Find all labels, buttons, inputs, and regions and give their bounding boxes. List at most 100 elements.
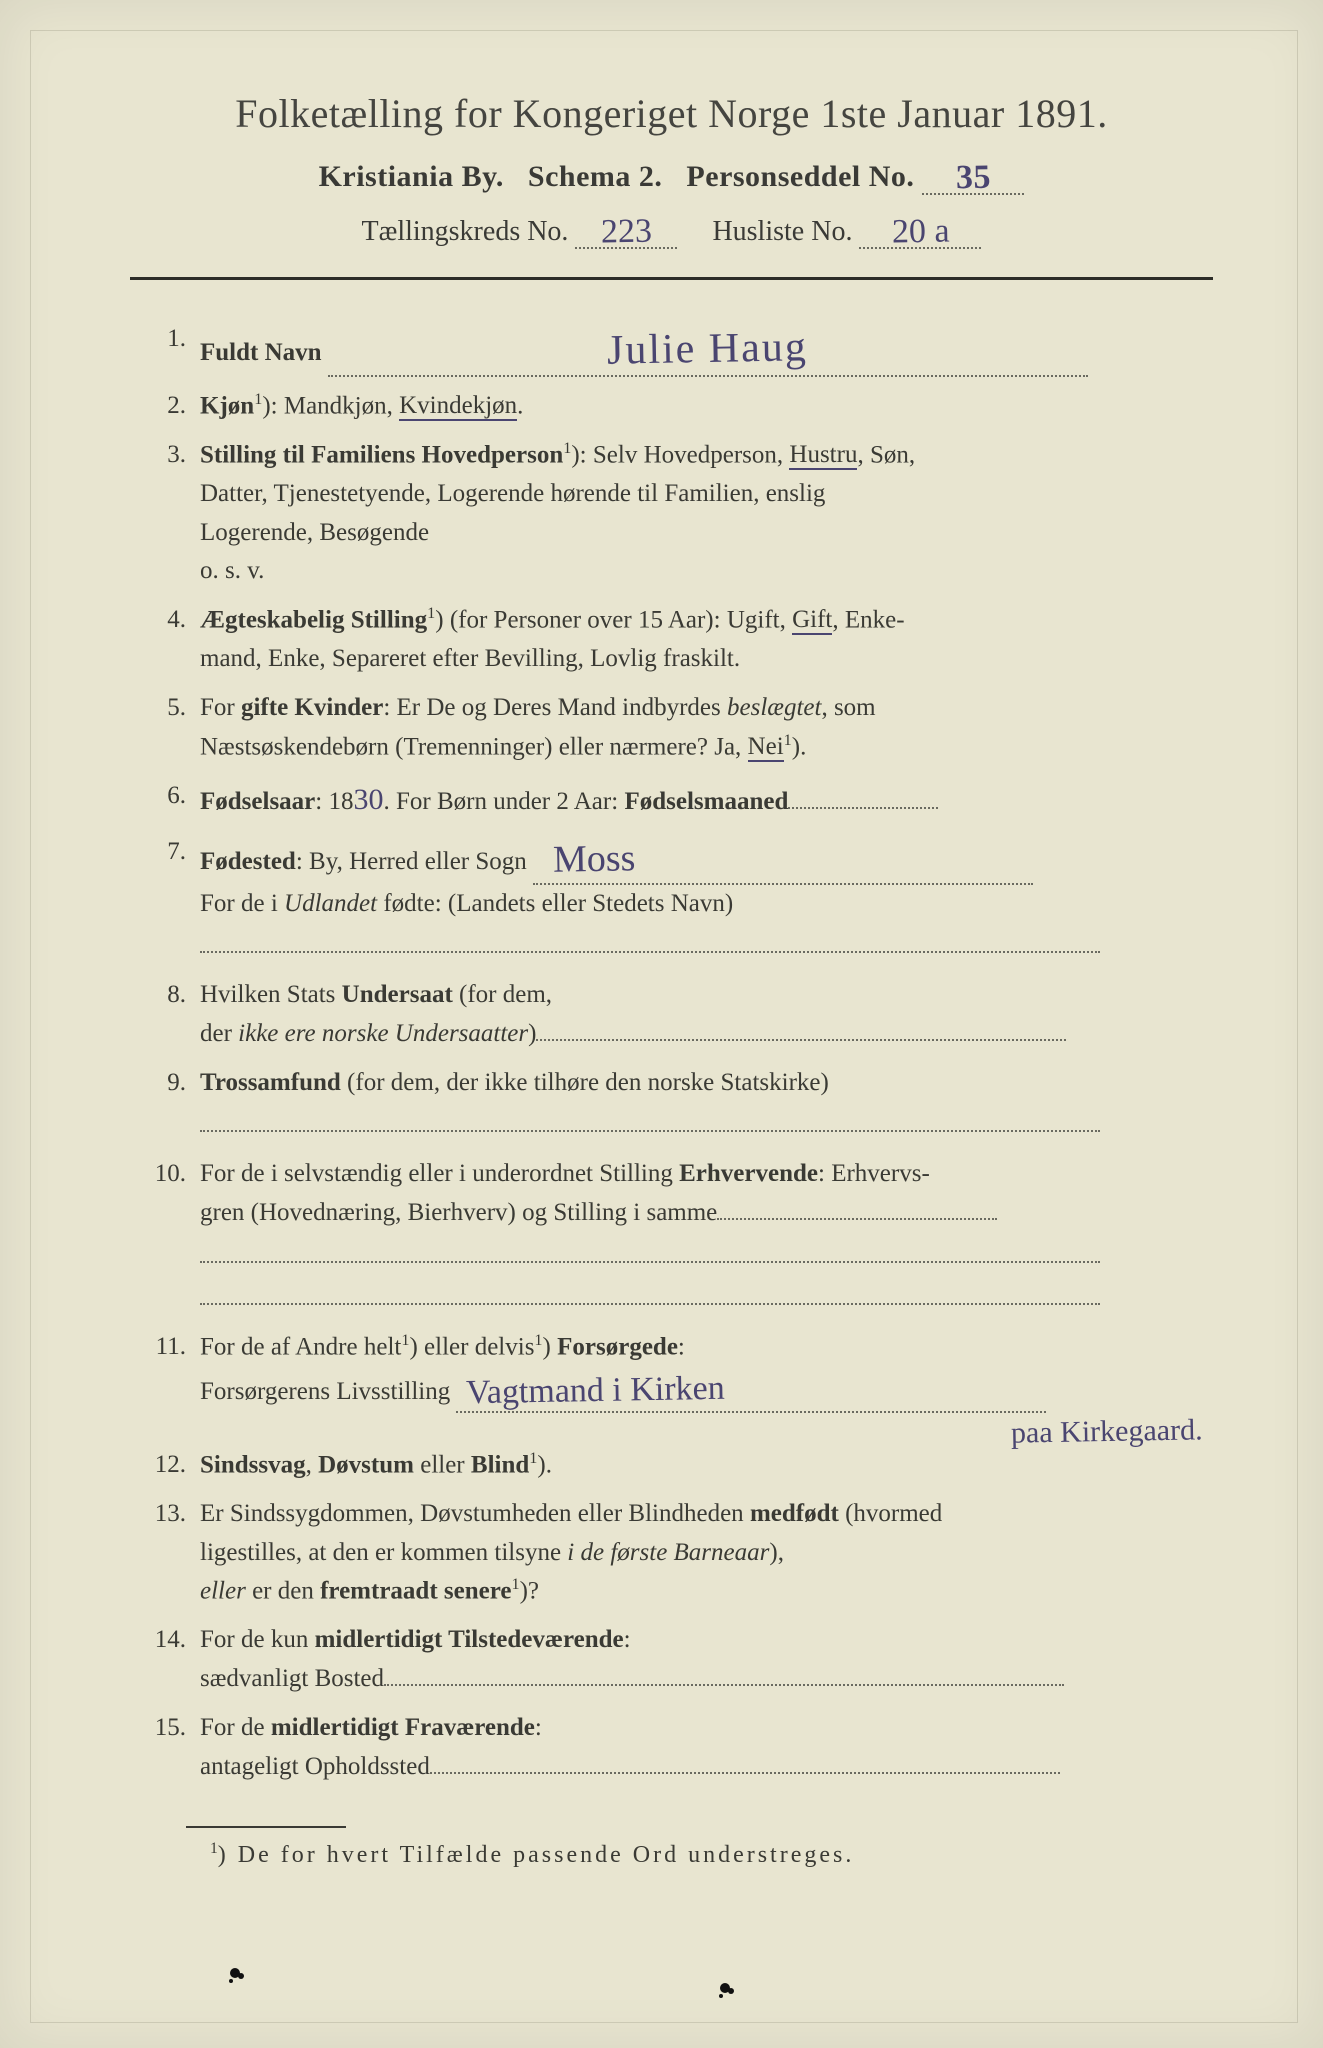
text: , Enke- [832, 606, 904, 633]
husliste-no-handwritten: 20 a [891, 215, 949, 250]
item-number: 11. [130, 1328, 200, 1367]
text: Hvilken Stats [200, 981, 342, 1008]
text: sædvanligt Bosted [200, 1665, 384, 1692]
text: For de i selvstændig eller i underordnet… [200, 1160, 679, 1187]
bold-text: medfødt [750, 1500, 839, 1527]
text: (for dem, der ikke tilhøre den norske St… [341, 1069, 829, 1096]
item-content: Fødested: By, Herred eller Sogn Moss For… [200, 833, 1213, 966]
italic-text: eller [200, 1578, 246, 1605]
item-number: 9. [130, 1064, 200, 1103]
footnote-ref: 1 [534, 1331, 542, 1349]
text: ligestilles, at den er kommen tilsyne [200, 1539, 567, 1566]
text: For de kun [200, 1626, 315, 1653]
item-content: Fuldt Navn Julie Haug [200, 320, 1213, 377]
bold-text: fremtraadt senere [320, 1578, 511, 1605]
taellingskreds-no-handwritten: 223 [601, 215, 653, 250]
field-label: Fødested [200, 848, 296, 875]
text: Næstsøskendebørn (Tremenninger) eller næ… [200, 733, 748, 760]
text: ): Mandkjøn, [262, 392, 399, 419]
footnote-rule [186, 1826, 346, 1828]
field-label: Ægteskabelig Stilling [200, 606, 427, 633]
text: ) [528, 1020, 536, 1047]
text: fødte: (Landets eller Stedets Navn) [377, 890, 733, 917]
text: ). [792, 733, 807, 760]
husliste-label: Husliste No. [712, 216, 852, 247]
text: )? [520, 1578, 539, 1605]
item-7: 7. Fødested: By, Herred eller Sogn Moss … [130, 833, 1213, 966]
personseddel-label: Personseddel No. [686, 160, 914, 193]
item-number: 10. [130, 1155, 200, 1194]
text: : [678, 1333, 685, 1360]
text: : [624, 1626, 631, 1653]
bold-text: Undersaat [342, 981, 453, 1008]
item-content: Hvilken Stats Undersaat (for dem, der ik… [200, 976, 1213, 1054]
provider-occupation-handwritten-1: Vagtmand i Kirken [466, 1367, 725, 1416]
item-number: 14. [130, 1621, 200, 1660]
text: (hvormed [839, 1500, 942, 1527]
taellingskreds-label: Tællingskreds No. [362, 216, 569, 247]
census-form-page: Folketælling for Kongeriget Norge 1ste J… [0, 0, 1323, 2048]
item-4: 4. Ægteskabelig Stilling1) (for Personer… [130, 601, 1213, 679]
text: ) eller delvis [409, 1333, 534, 1360]
field-label: Fødselsaar [200, 788, 315, 815]
provider-occupation-handwritten-2: paa Kirkegaard. [1011, 1408, 1203, 1458]
italic-text: i de første Barneaar [567, 1539, 769, 1566]
full-name-handwritten: Julie Haug [607, 320, 809, 378]
bold-text: midlertidigt Tilstedeværende [315, 1626, 624, 1653]
text: ). [537, 1451, 552, 1478]
item-number: 15. [130, 1709, 200, 1748]
ink-blot-icon [720, 1983, 730, 1993]
bold-text: Døvstum [318, 1451, 414, 1478]
bold-text: Erhvervende [679, 1160, 818, 1187]
field-label: Kjøn [200, 392, 254, 419]
personseddel-no-handwritten: 35 [956, 161, 992, 196]
text: eller [414, 1451, 471, 1478]
blank-field [788, 807, 938, 809]
bold-text: Forsørgede [557, 1333, 678, 1360]
form-header: Folketælling for Kongeriget Norge 1ste J… [130, 90, 1213, 249]
text: der [200, 1020, 238, 1047]
item-number: 7. [130, 833, 200, 872]
ink-blot-icon [230, 1968, 240, 1978]
text: For de i [200, 890, 284, 917]
bold-text: gifte Kvinder [241, 694, 383, 721]
item-10: 10. For de i selvstændig eller i underor… [130, 1155, 1213, 1318]
text: ) (for Personer over 15 Aar): Ugift, [435, 606, 792, 633]
text: . [517, 392, 523, 419]
text: Logerende, Besøgende [200, 519, 429, 546]
footnote-ref: 1 [784, 731, 792, 749]
text: : [535, 1714, 542, 1741]
text: : Er De og Deres Mand indbyrdes [383, 694, 727, 721]
blank-field [430, 1772, 1060, 1774]
item-14: 14. For de kun midlertidigt Tilstedevære… [130, 1621, 1213, 1699]
text: o. s. v. [200, 557, 264, 584]
bold-text: midlertidigt Fraværende [271, 1714, 535, 1741]
item-5: 5. For gifte Kvinder: Er De og Deres Man… [130, 689, 1213, 767]
item-number: 8. [130, 976, 200, 1015]
blank-field [200, 923, 1100, 953]
text: ): Selv Hovedperson, [571, 441, 789, 468]
schema-label: Schema 2. [528, 160, 663, 193]
form-subhead-1: Kristiania By. Schema 2. Personseddel No… [130, 159, 1213, 195]
item-9: 9. Trossamfund (for dem, der ikke tilhør… [130, 1064, 1213, 1146]
city-label: Kristiania By. [319, 160, 504, 193]
birthplace-handwritten: Moss [553, 834, 636, 885]
item-content: Kjøn1): Mandkjøn, Kvindekjøn. [200, 387, 1213, 426]
blank-field [200, 1233, 1100, 1263]
form-title: Folketælling for Kongeriget Norge 1ste J… [130, 90, 1213, 137]
text: : Erhvervs- [818, 1160, 930, 1187]
item-content: Ægteskabelig Stilling1) (for Personer ov… [200, 601, 1213, 679]
text: : By, Herred eller Sogn [296, 848, 527, 875]
underlined-option: Hustru [789, 441, 857, 470]
text: , [306, 1451, 319, 1478]
item-number: 4. [130, 601, 200, 640]
field-label: Fuldt Navn [200, 339, 322, 366]
underlined-option: Kvindekjøn [399, 392, 517, 421]
item-number: 13. [130, 1495, 200, 1534]
item-15: 15. For de midlertidigt Fraværende: anta… [130, 1709, 1213, 1787]
blank-field [384, 1684, 1064, 1686]
bold-text: Sindssvag [200, 1451, 306, 1478]
text: (for dem, [453, 981, 552, 1008]
text: mand, Enke, Separeret efter Bevilling, L… [200, 645, 740, 672]
text: ) [543, 1333, 558, 1360]
